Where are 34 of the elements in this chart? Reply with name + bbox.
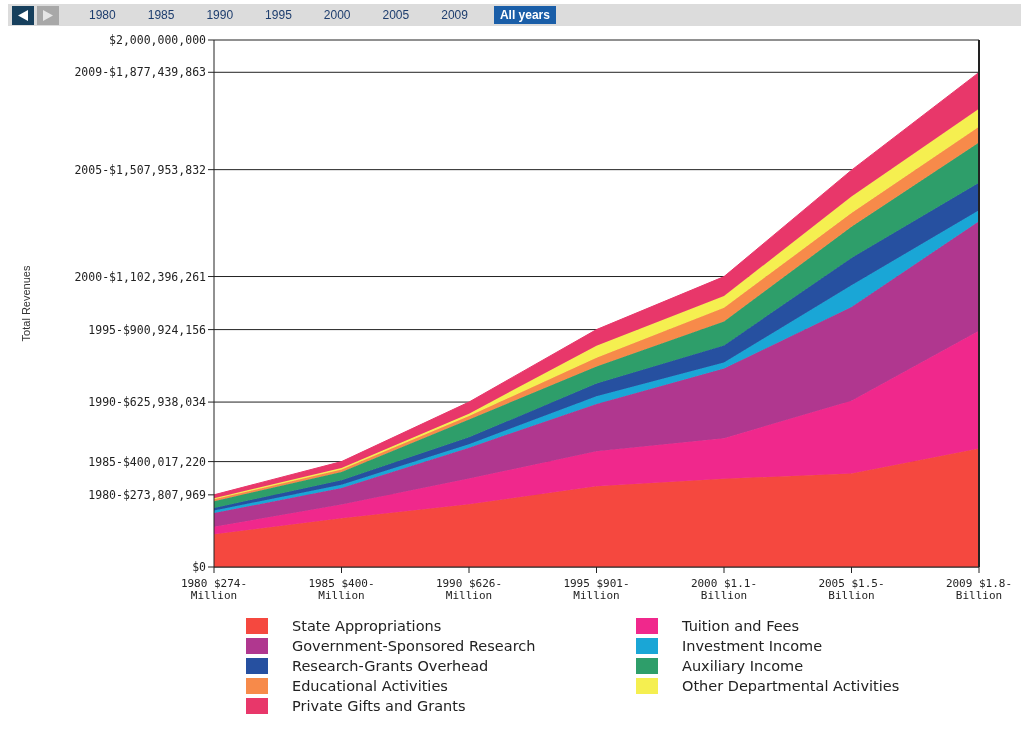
x-tick-label: 1985 $400-Million — [308, 577, 375, 602]
legend-label: Tuition and Fees — [682, 618, 800, 634]
text: 1985 — [146, 7, 176, 24]
y-tick-label: 1995-$900,924,156 — [88, 322, 207, 337]
text: 1995 — [264, 7, 293, 24]
legend-label: Research-Grants Overhead — [292, 658, 489, 674]
y-axis-title: Total Revenues — [19, 265, 32, 342]
y-tick-label: 1980-$273,807,969 — [88, 487, 207, 502]
x-tick-label: 1995 $901-Million — [563, 577, 630, 602]
text: 2009 — [440, 7, 469, 24]
y-tick-label: 1985-$400,017,220 — [88, 454, 207, 469]
text: 2005 — [381, 7, 411, 24]
x-tick-label: 2005 $1.5-Billion — [818, 577, 885, 602]
x-tick-label: 1990 $626-Million — [435, 577, 503, 602]
text: 1980 — [88, 7, 117, 24]
legend-label: Government-Sponsored Research — [292, 638, 536, 654]
text: 1990 — [205, 7, 235, 24]
y-tick-label: $2,000,000,000 — [109, 33, 207, 48]
x-tick-label: 2009 $1.8-Billion — [945, 577, 1013, 602]
y-tick-label: 1990-$625,938,034 — [88, 395, 207, 410]
y-tick-label: $0 — [192, 560, 207, 575]
legend-label: Auxiliary Income — [682, 658, 804, 674]
x-tick-label: 2000 $1.1-Billion — [690, 577, 758, 602]
legend-label: Other Departmental Activities — [682, 678, 900, 694]
text: All years — [493, 6, 556, 24]
legend-label: Private Gifts and Grants — [292, 698, 466, 714]
legend-label: State Appropriations — [292, 618, 442, 634]
text: 2000 — [322, 7, 352, 24]
legend-label: Educational Activities — [292, 678, 448, 694]
legend-label: Investment Income — [682, 638, 823, 654]
y-tick-label: 2005-$1,507,953,832 — [74, 162, 206, 177]
y-tick-label: 2000-$1,102,396,261 — [74, 269, 207, 284]
x-tick-label: 1980 $274-Million — [180, 577, 248, 602]
y-tick-label: 2009-$1,877,439,863 — [74, 65, 207, 80]
